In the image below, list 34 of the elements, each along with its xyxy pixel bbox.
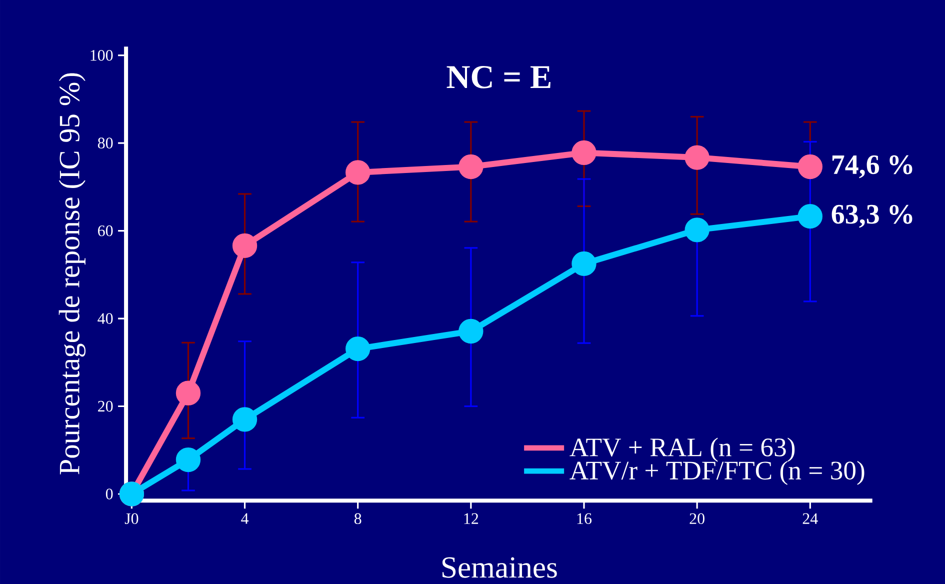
x-tick-label: J0 xyxy=(124,513,138,524)
point xyxy=(232,233,258,258)
legend-label: ATV/r + TDF/FTC (n = 30) xyxy=(570,460,864,486)
point xyxy=(346,336,370,362)
point xyxy=(684,145,710,170)
x-tick-label: 24 xyxy=(802,513,818,524)
point xyxy=(458,318,484,344)
chart-title: NC = E xyxy=(446,66,550,88)
annotation: 63,3 % xyxy=(832,204,912,228)
y-tick-label: 20 xyxy=(98,400,113,412)
point xyxy=(232,407,258,432)
y-axis-title: Pourcentage de reponse (IC 95 %) xyxy=(58,73,86,474)
point xyxy=(572,251,596,276)
x-tick-label: 16 xyxy=(577,513,592,524)
y-tick-label: 80 xyxy=(98,138,113,148)
y-tick-label: 60 xyxy=(98,225,113,236)
point xyxy=(798,154,822,180)
x-tick-label: 12 xyxy=(464,513,478,524)
point xyxy=(572,140,596,166)
point xyxy=(684,218,710,242)
y-tick-label: 100 xyxy=(90,50,113,61)
point xyxy=(798,204,822,229)
point xyxy=(346,160,370,185)
legend-label: ATV + RAL (n = 63) xyxy=(570,438,795,462)
y-tick-label: 40 xyxy=(98,313,113,324)
annotation: 74,6 % xyxy=(832,155,912,178)
x-axis-title: Semaines xyxy=(442,557,557,578)
x-tick-label: 4 xyxy=(241,513,249,524)
x-tick-label: 8 xyxy=(354,513,362,524)
point xyxy=(176,380,201,406)
y-tick-label: 0 xyxy=(106,488,113,500)
x-tick-label: 20 xyxy=(690,513,704,524)
point xyxy=(176,447,201,472)
point xyxy=(458,154,484,180)
